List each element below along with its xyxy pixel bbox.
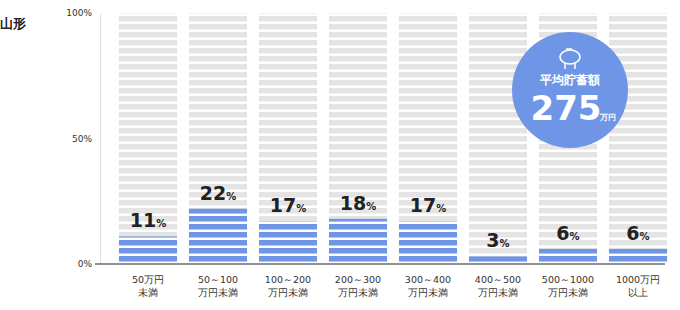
x-tick-label: 50～100万円未満 <box>198 274 238 298</box>
bars <box>119 13 667 264</box>
bar-background <box>469 13 527 264</box>
data-label: 6% <box>626 222 649 244</box>
bar <box>189 209 247 264</box>
x-tick-label: 100～200万円未満 <box>265 274 311 298</box>
bar <box>609 249 667 264</box>
data-label: 18% <box>340 192 376 214</box>
x-tick-label: 200～300万円未満 <box>335 274 381 298</box>
y-tick-label: 50% <box>72 134 92 144</box>
bar-background <box>119 13 177 264</box>
data-label: 22% <box>200 182 236 204</box>
bar-background <box>189 13 247 264</box>
chart: 山形 0% 50% 100% 50万円未満 50～100万円未満 100～200万円未満 20… <box>0 0 680 310</box>
annotation-title: 平均貯蓄額 <box>539 73 600 87</box>
y-tick: 100% <box>66 8 100 18</box>
x-axis <box>95 264 665 265</box>
data-label: 17% <box>270 194 306 216</box>
y-tick-label: 100% <box>66 8 92 18</box>
bar-background <box>399 13 457 264</box>
piggy-icon <box>560 49 580 69</box>
bar <box>399 221 457 264</box>
bar <box>539 249 597 264</box>
bar-background <box>609 13 667 264</box>
y-tick: 50% <box>72 134 100 144</box>
bar-background <box>259 13 317 264</box>
x-tick-label: 300～400万円未満 <box>405 274 451 298</box>
annotation-unit: 万円 <box>599 113 616 122</box>
badge-circle <box>512 32 628 148</box>
title: 山形 <box>0 16 26 31</box>
x-tick-label: 500～1000万円未満 <box>542 274 594 298</box>
y-axis: 0% 50% 100% <box>66 8 100 269</box>
x-axis-line <box>95 263 665 264</box>
annotation-value: 275 <box>531 88 602 128</box>
data-label: 17% <box>410 194 446 216</box>
annotation-badge: 平均貯蓄額275万円 <box>512 32 628 148</box>
bar-background <box>329 13 387 264</box>
y-tick-label: 0% <box>78 259 93 269</box>
data-label: 6% <box>556 222 579 244</box>
y-axis-line <box>100 14 101 265</box>
data-label: 3% <box>486 229 509 251</box>
x-tick-label: 1000万円以上 <box>616 274 660 298</box>
bar <box>469 256 527 264</box>
bar <box>259 221 317 264</box>
bar <box>329 219 387 264</box>
data-label: 11% <box>130 209 166 231</box>
bar <box>119 236 177 264</box>
x-tick-label: 400～500万円未満 <box>475 274 521 298</box>
x-tick-label: 50万円未満 <box>132 274 164 298</box>
